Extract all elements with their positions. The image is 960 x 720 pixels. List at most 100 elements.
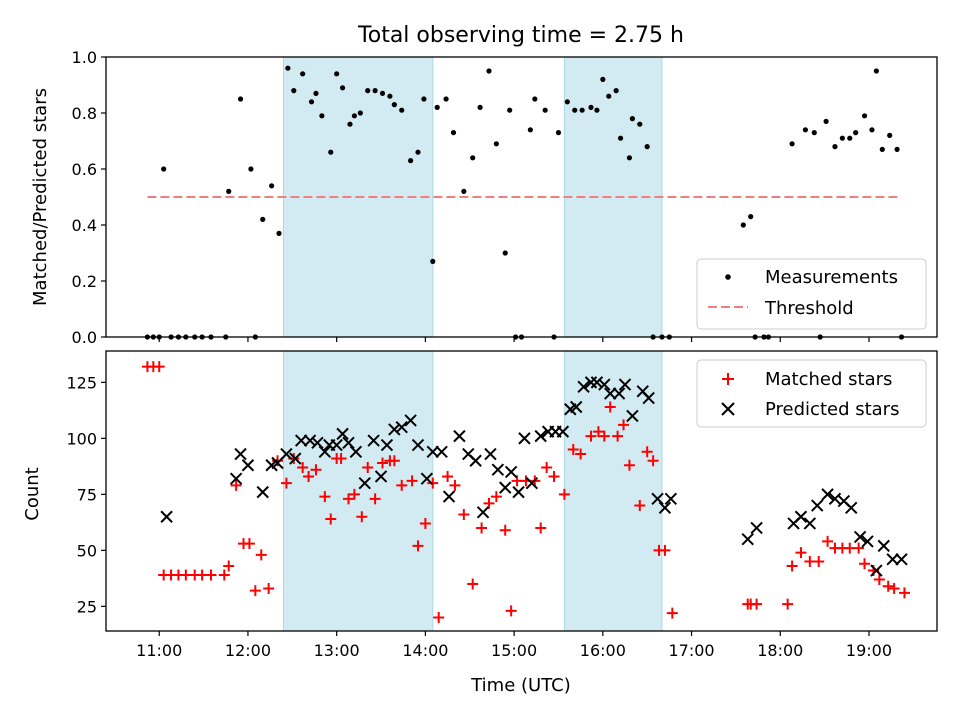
count-legend-box [696,359,927,428]
matched-star-point [888,582,900,594]
matched-star-point [272,455,284,467]
measurement-point [894,146,900,152]
predicted-star-point [525,476,539,490]
matched-star-point [406,475,418,487]
matched-star-point [795,547,807,559]
predicted-star-point [618,378,632,391]
predicted-star-point [289,452,302,465]
measurement-point [161,166,167,172]
measurement-point [507,107,513,113]
measurement-point [626,155,633,161]
predicted-star-point [895,553,908,566]
measurement-point [832,144,838,150]
predicted-star-point [411,438,425,452]
matched-star-point [433,612,445,624]
measurement-point [542,107,548,113]
matched-star-point [859,558,871,570]
measurement-point [555,130,562,136]
legend-predicted-label: Predicted stars [765,399,899,420]
y-tick-label: 75 [77,485,97,504]
measurement-point [588,104,594,110]
measurement-point [532,96,538,102]
y-tick-label: 0.6 [72,160,97,179]
predicted-star-point [311,436,324,450]
matched-star-point [303,470,315,482]
measurement-point [873,68,879,74]
matched-star-point [535,522,547,534]
measurement-point [869,127,875,133]
measurement-point [443,96,449,102]
matched-star-point [490,491,502,503]
matched-star-point [449,479,461,491]
matched-star-point [335,453,347,465]
predicted-star-point [577,380,590,394]
matched-star-point [230,479,242,491]
measurement-point [339,85,346,91]
predicted-star-point [342,436,355,450]
predicted-star-point [803,517,817,530]
matched-star-point [205,569,217,581]
measurement-point [613,88,619,94]
ratio-panel-ylabel: Matched/Predicted stars [30,88,51,306]
y-tick-label: 100 [66,429,97,448]
matched-star-point [786,560,798,572]
predicted-star-point [518,432,531,445]
measurement-point [434,104,440,110]
ratio-panel: 0.0 0.2 0.4 0.6 0.8 1.0 Matched/Predicted sta… [30,48,938,347]
measurement-point [629,116,635,122]
x-tick-label: 19:00 [846,641,892,660]
predicted-star-point [388,423,401,436]
matched-star-point [548,470,560,482]
matched-star-point [585,430,597,442]
measurement-point [847,135,853,141]
measurement-point [260,216,266,222]
matched-star-point [319,491,331,503]
matched-star-point [882,580,894,592]
predicted-star-point [435,445,448,459]
matched-star-point [592,426,604,438]
matched-star-point [618,419,630,431]
matched-star-point [634,500,646,512]
measurement-point [391,102,397,108]
predicted-star-point [318,445,332,459]
matched-star-point [310,464,322,476]
matched-star-point [467,578,479,590]
measurement-point [461,188,467,194]
predicted-star-point [794,510,808,523]
matched-star-point [388,455,400,467]
x-tick-label: 12:00 [225,641,271,660]
legend-measurements-marker [725,274,731,280]
predicted-star-point [811,499,824,512]
y-tick-label: 0.8 [72,104,97,123]
measurement-point [617,135,624,141]
predicted-star-point [626,409,639,423]
matched-star-point [362,461,374,473]
measurement-point [313,90,319,96]
matched-star-point [412,540,424,552]
ratio-legend: Measurements Threshold [696,258,927,330]
predicted-star-point [491,463,505,476]
predicted-star-point [877,539,890,553]
predicted-star-point [484,447,497,461]
measurement-point [421,96,427,102]
matched-stars-series [141,361,910,624]
matched-star-point [396,479,408,491]
matched-star-point [647,455,659,467]
measurement-point [308,99,315,105]
measurement-point [408,158,414,164]
predicted-star-point [420,472,434,485]
measurement-point [579,107,585,113]
matched-star-point [873,573,885,585]
measurement-point [372,88,378,94]
predicted-star-point [426,445,439,459]
measurement-point [269,183,275,189]
predicted-star-point [590,376,604,389]
predicted-star-point [336,427,349,441]
predicted-star-point [861,535,874,548]
matched-star-point [483,497,495,509]
predicted-star-point [241,459,255,472]
measurement-point [365,88,371,94]
measurement-point [606,93,612,99]
predicted-star-point [598,378,611,391]
